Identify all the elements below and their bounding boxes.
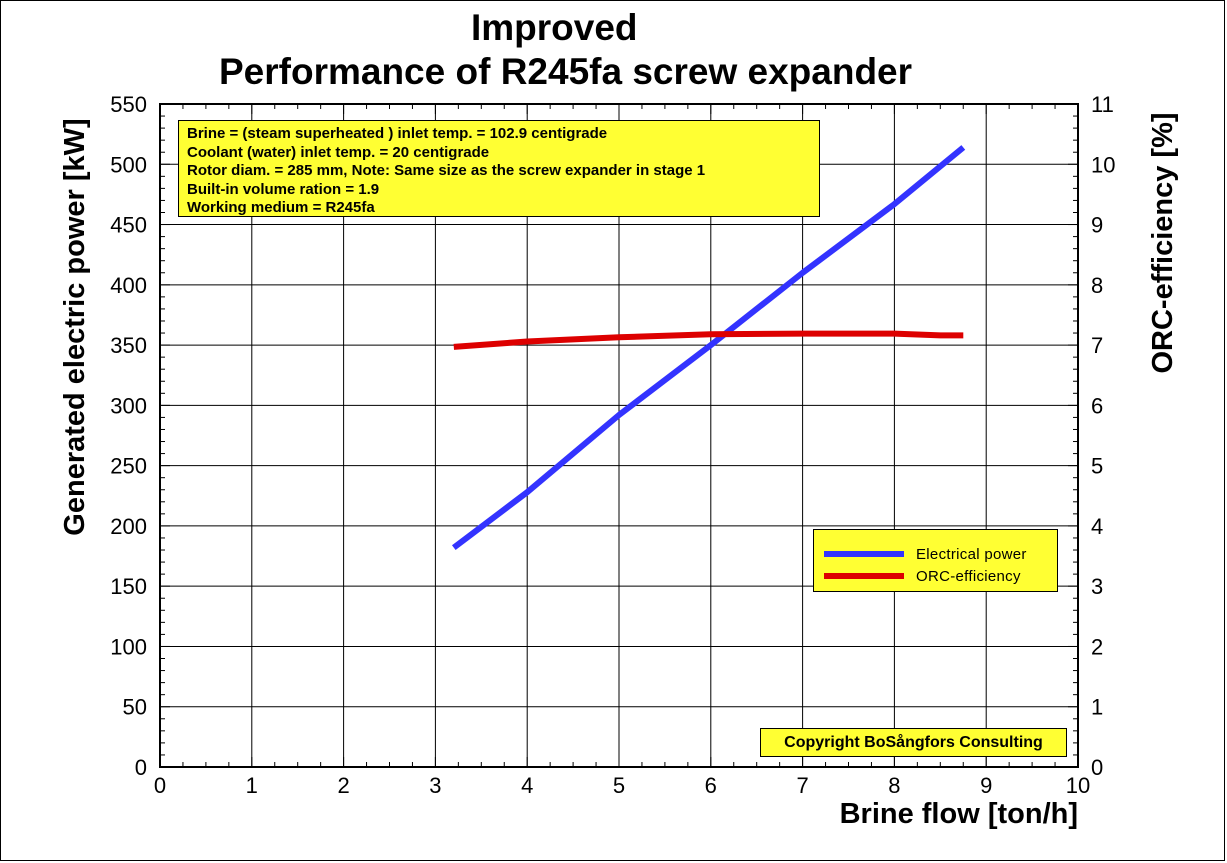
condition-line: Brine = (steam superheated ) inlet temp.… xyxy=(187,125,608,142)
y2-tick-label: 4 xyxy=(1091,514,1103,539)
x-tick-label: 8 xyxy=(888,773,900,798)
legend: Electrical power ORC-efficiency xyxy=(813,529,1058,592)
y2-tick-label: 11 xyxy=(1091,92,1114,117)
x-tick-label: 2 xyxy=(337,773,349,798)
series-line-orc-efficiency xyxy=(453,330,964,350)
legend-item-electrical-power: Electrical power xyxy=(824,544,1027,564)
legend-label: Electrical power xyxy=(916,545,1027,563)
y2-axis-label: ORC-efficiency [%] xyxy=(1147,112,1179,373)
condition-line: Built-in volume ration = 1.9 xyxy=(187,180,380,198)
y-tick-label: 400 xyxy=(110,273,147,298)
legend-item-orc-efficiency: ORC-efficiency xyxy=(824,566,1021,586)
condition-line: Rotor diam. = 285 mm, Note: Same size as… xyxy=(187,162,706,179)
y-tick-label: 250 xyxy=(110,454,147,479)
y-tick-label: 550 xyxy=(110,92,147,117)
plot-frame xyxy=(159,103,1079,768)
copyright-notice: Copyright BoSångfors Consulting xyxy=(760,728,1067,757)
y2-tick-label: 8 xyxy=(1091,273,1103,298)
x-tick-label: 6 xyxy=(705,773,717,798)
y-tick-label: 350 xyxy=(110,333,147,358)
y-tick-label: 150 xyxy=(110,574,147,599)
y-tick-label: 500 xyxy=(110,152,147,177)
legend-swatch xyxy=(824,551,904,557)
x-tick-label: 1 xyxy=(246,773,258,798)
x-tick-label: 7 xyxy=(796,773,808,798)
legend-label: ORC-efficiency xyxy=(916,567,1021,585)
x-tick-label: 10 xyxy=(1066,773,1090,798)
y2-tick-label: 6 xyxy=(1091,393,1103,418)
x-tick-label: 4 xyxy=(521,773,533,798)
x-tick-label: 5 xyxy=(613,773,625,798)
series-line-electrical-power xyxy=(451,145,966,550)
y2-tick-label: 10 xyxy=(1091,152,1115,177)
chart-title-line-1: Improved xyxy=(471,7,638,48)
y2-tick-label: 9 xyxy=(1091,213,1103,238)
x-axis-label: Brine flow [ton/h] xyxy=(840,798,1078,830)
x-tick-label: 0 xyxy=(154,773,166,798)
y2-tick-label: 1 xyxy=(1091,695,1103,720)
chart-title-line-2: Performance of R245fa screw expander xyxy=(219,51,913,92)
conditions-box: Brine = (steam superheated ) inlet temp.… xyxy=(178,120,820,217)
y2-tick-label: 7 xyxy=(1091,333,1103,358)
y-tick-label: 50 xyxy=(123,695,147,720)
y-tick-label: 200 xyxy=(110,514,147,539)
y-tick-label: 100 xyxy=(110,634,147,659)
y-tick-label: 450 xyxy=(110,213,147,238)
y2-tick-label: 3 xyxy=(1091,574,1103,599)
x-tick-label: 3 xyxy=(429,773,441,798)
tick-label-layer: 0 1 2 3 4 5 6 7 8 9 100501001502002503003504004505… xyxy=(110,92,1115,798)
series-layer xyxy=(451,145,966,550)
y-tick-label: 300 xyxy=(110,393,147,418)
x-tick-label: 9 xyxy=(980,773,992,798)
legend-swatch xyxy=(824,573,904,579)
y-axis-label: Generated electric power [kW] xyxy=(59,118,91,535)
condition-line: Working medium = R245fa xyxy=(187,199,375,216)
y-tick-label: 0 xyxy=(135,755,147,780)
condition-line: Coolant (water) inlet temp. = 20 centigr… xyxy=(187,143,490,161)
y2-tick-label: 5 xyxy=(1091,454,1103,479)
y2-tick-label: 2 xyxy=(1091,634,1103,659)
y2-tick-label: 0 xyxy=(1091,755,1103,780)
